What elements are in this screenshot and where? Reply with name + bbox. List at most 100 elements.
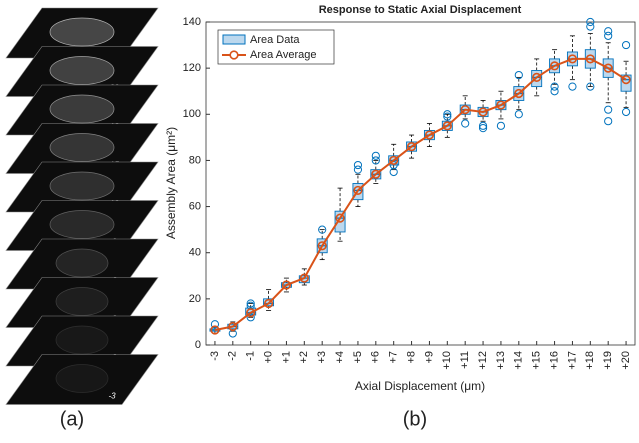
average-marker bbox=[281, 280, 292, 290]
x-tick-label: -1 bbox=[245, 351, 257, 361]
y-tick-label: 20 bbox=[189, 293, 201, 305]
x-tick-label: +19 bbox=[602, 351, 614, 370]
average-marker bbox=[228, 321, 238, 332]
average-marker bbox=[317, 241, 327, 251]
y-tick-label: 40 bbox=[189, 247, 201, 259]
x-tick-label: +9 bbox=[423, 351, 435, 364]
x-tick-label: +2 bbox=[298, 351, 310, 364]
cell-region bbox=[55, 325, 109, 355]
y-tick-label: 120 bbox=[183, 62, 201, 74]
legend-swatch bbox=[222, 34, 246, 45]
average-marker bbox=[335, 213, 345, 223]
outlier bbox=[586, 17, 595, 27]
x-tick-label: +7 bbox=[388, 351, 400, 364]
outlier bbox=[371, 151, 380, 160]
cell-region bbox=[49, 171, 115, 201]
x-tick-label: +11 bbox=[459, 351, 471, 369]
average-marker bbox=[424, 130, 435, 140]
cell-region bbox=[49, 56, 115, 85]
average-marker bbox=[442, 121, 452, 131]
average-marker bbox=[389, 155, 399, 166]
y-tick-label: 140 bbox=[183, 16, 201, 28]
x-tick-label: +15 bbox=[531, 351, 543, 370]
y-tick-label: 60 bbox=[189, 200, 201, 212]
y-tick-label: 80 bbox=[189, 154, 201, 166]
legend-label: Area Average bbox=[250, 49, 316, 61]
cell-region bbox=[55, 364, 109, 393]
outlier bbox=[318, 225, 327, 234]
outlier bbox=[461, 119, 470, 128]
outlier bbox=[371, 156, 380, 165]
y-axis-label: Assembly Area (μm²) bbox=[164, 127, 178, 239]
outlier bbox=[496, 121, 506, 130]
x-tick-label: -3 bbox=[209, 351, 221, 361]
outlier bbox=[604, 105, 613, 114]
outlier bbox=[604, 31, 613, 40]
average-marker bbox=[621, 75, 631, 85]
y-tick-label: 100 bbox=[183, 108, 201, 120]
average-marker bbox=[478, 107, 488, 117]
plot-frame bbox=[205, 21, 636, 346]
cell-region bbox=[49, 94, 115, 124]
average-marker bbox=[371, 169, 381, 179]
outlier bbox=[246, 299, 255, 308]
x-tick-label: +5 bbox=[352, 351, 364, 364]
average-marker bbox=[567, 54, 578, 64]
panel-label: (b) bbox=[403, 408, 427, 430]
outlier bbox=[210, 320, 220, 329]
x-tick-label: +13 bbox=[495, 351, 507, 370]
box bbox=[245, 307, 257, 316]
x-tick-label: +17 bbox=[566, 351, 578, 370]
legend-label: Area Data bbox=[250, 34, 300, 46]
layer-label: -3 bbox=[108, 392, 116, 401]
outlier bbox=[478, 124, 488, 133]
cell-region bbox=[55, 287, 109, 316]
outlier bbox=[550, 87, 559, 96]
x-tick-label: +10 bbox=[441, 351, 453, 370]
average-marker bbox=[210, 325, 220, 335]
image-layer bbox=[5, 354, 159, 405]
average-marker bbox=[263, 298, 274, 309]
x-tick-label: +6 bbox=[370, 351, 382, 364]
panel-label: (a) bbox=[60, 408, 84, 430]
chart-title: Response to Static Axial Displacement bbox=[319, 4, 522, 16]
legend-marker bbox=[229, 50, 239, 60]
x-tick-label: +18 bbox=[584, 351, 596, 370]
x-tick-label: +4 bbox=[334, 351, 346, 364]
average-marker bbox=[532, 72, 542, 82]
outlier bbox=[478, 121, 488, 130]
cell-region bbox=[49, 17, 115, 47]
average-marker bbox=[514, 88, 524, 99]
x-tick-label: +0 bbox=[262, 351, 274, 364]
average-marker bbox=[603, 63, 613, 73]
outlier bbox=[353, 165, 363, 174]
outlier bbox=[443, 112, 452, 121]
average-marker bbox=[549, 61, 560, 71]
outlier bbox=[586, 22, 595, 31]
x-tick-label: +20 bbox=[620, 351, 632, 370]
average-marker bbox=[299, 273, 309, 283]
outlier bbox=[604, 117, 613, 126]
x-tick-label: +3 bbox=[316, 351, 328, 364]
x-tick-label: +1 bbox=[280, 351, 292, 364]
average-marker bbox=[460, 105, 470, 115]
outlier bbox=[514, 70, 523, 80]
outlier bbox=[586, 82, 595, 91]
image-stack: +20+18+15+12+9+6+3+0-3 bbox=[5, 7, 159, 405]
cell-region bbox=[49, 133, 115, 162]
average-marker bbox=[246, 308, 256, 318]
x-tick-label: +8 bbox=[405, 351, 417, 364]
cell-region bbox=[55, 248, 109, 278]
x-tick-label: +14 bbox=[513, 351, 525, 370]
x-tick-label: -2 bbox=[227, 351, 239, 361]
average-marker bbox=[406, 141, 417, 152]
outlier bbox=[621, 40, 631, 50]
average-marker bbox=[496, 100, 506, 110]
outlier bbox=[550, 82, 559, 91]
average-line bbox=[214, 57, 627, 331]
x-axis-label: Axial Displacement (μm) bbox=[355, 379, 485, 393]
x-tick-label: +12 bbox=[477, 351, 489, 370]
outlier bbox=[568, 82, 577, 91]
outlier bbox=[353, 160, 363, 170]
